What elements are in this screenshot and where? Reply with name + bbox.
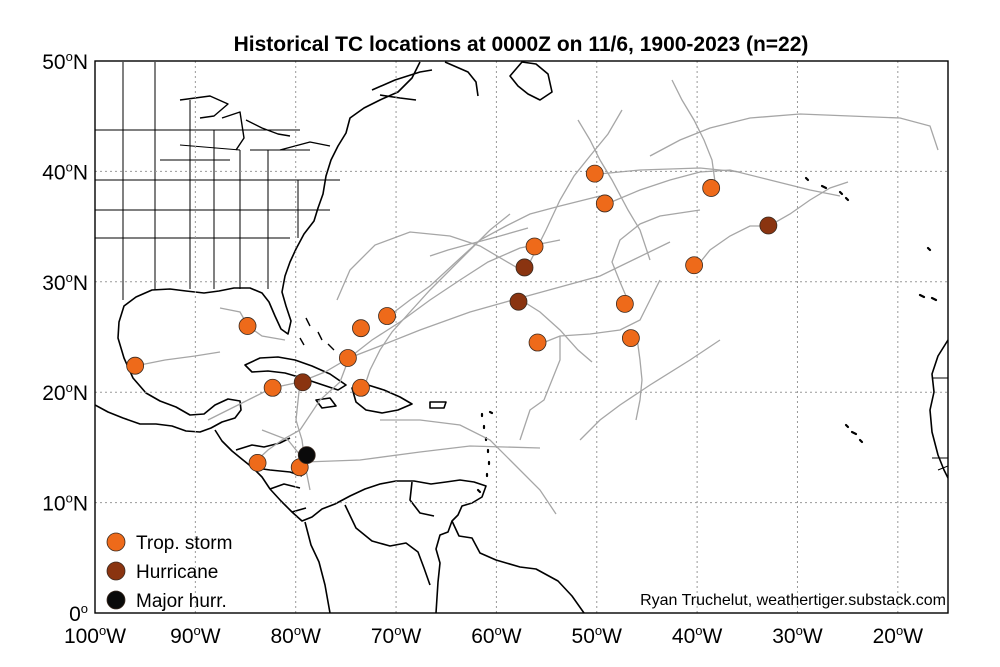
storm-track [649,113,939,157]
tc-marker-ts [248,453,267,472]
cape-verde [844,423,864,444]
tc-marker-hu [759,216,778,235]
azores [804,176,850,202]
x-tick-label: 50oW [572,623,623,648]
puerto-rico [429,401,447,409]
tc-marker-ts [352,319,370,338]
y-tick-label: 40oN [42,159,88,184]
tc-marker-ts [595,194,614,213]
tc-marker-hu [515,258,534,277]
great-lakes [179,95,331,151]
hispaniola [351,384,413,414]
africa-coastline [929,339,948,479]
tc-marker-ts [621,329,640,348]
x-tick-label: 60oW [471,623,522,648]
storm-track [635,337,643,421]
coastlines [95,61,948,613]
storm-track [519,336,561,441]
storm-track [363,213,511,389]
storm-track [348,239,561,359]
tc-marker-ts [685,256,704,275]
x-tick-label: 100oW [64,623,126,648]
tc-marker-ts [585,164,604,183]
tc-marker-hu [509,292,528,311]
tc-marker-ts [615,294,634,313]
storm-track [134,351,221,367]
y-tick-label: 50oN [42,49,88,74]
cuba [244,356,347,391]
newfoundland [509,61,553,101]
legend-marker-hu [106,561,126,581]
north-america-coastline [95,61,421,433]
y-tick-label: 10oN [42,491,88,516]
storm-track [336,231,522,301]
tc-marker-ts [528,333,547,352]
africa-borders [932,377,948,471]
axis-ticks: 100oW 90oW 80oW 70oW 60oW 50oW 40oW 30oW 20oW 0o 1… [42,49,923,648]
x-tick-label: 30oW [772,623,823,648]
madeira-canaries [918,246,938,302]
x-tick-label: 20oW [873,623,924,648]
credit-text: Ryan Truchelut, weathertiger.substack.co… [640,592,946,609]
tc-marker-hu [293,373,312,392]
storm-track [388,195,601,317]
legend-marker-mh [106,590,126,610]
legend-marker-ts [106,532,126,552]
grid-lines [95,61,948,613]
tc-marker-mh [297,446,316,465]
south-america-interior-borders [304,481,585,613]
central-america-borders [235,437,307,513]
tc-marker-ts [702,179,721,197]
central-america-coastline [214,429,487,613]
tc-marker-ts [525,237,544,256]
y-tick-label: 20oN [42,380,88,405]
tc-marker-ts [378,307,396,325]
storm-track [380,419,557,515]
plot-frame [94,60,949,614]
storm-track [579,339,721,441]
storm-track [429,227,529,257]
tc-markers [126,164,778,477]
x-tick-label: 90oW [170,623,221,648]
x-tick-label: 40oW [672,623,723,648]
legend: Trop. storm Hurricane Major hurr. [106,532,232,612]
tc-marker-ts [126,356,145,375]
legend-label-ts: Trop. storm [136,533,232,554]
legend-label-mh: Major hurr. [136,591,227,612]
y-tick-label: 30oN [42,270,88,295]
storm-track [304,445,541,463]
storm-track [577,119,651,261]
storm-track [254,357,350,463]
tc-marker-ts [338,349,357,367]
storm-track [671,79,717,190]
lesser-antilles [476,410,494,494]
tc-marker-ts [238,317,257,335]
storm-track [527,109,623,267]
tc-marker-ts [352,378,370,397]
storm-track [520,299,593,363]
map-title: Historical TC locations at 0000Z on 11/6… [234,33,809,56]
storm-tracks [134,79,939,515]
us-state-borders [95,62,340,300]
tc-marker-ts [263,378,282,397]
x-tick-label: 80oW [270,623,321,648]
nova-scotia [371,61,479,101]
legend-label-hu: Hurricane [136,562,218,583]
storm-track [608,169,841,204]
storm-track [598,167,741,175]
y-tick-label: 0o [69,601,88,626]
jamaica [315,397,337,409]
x-tick-label: 70oW [371,623,422,648]
bahamas [299,317,347,361]
